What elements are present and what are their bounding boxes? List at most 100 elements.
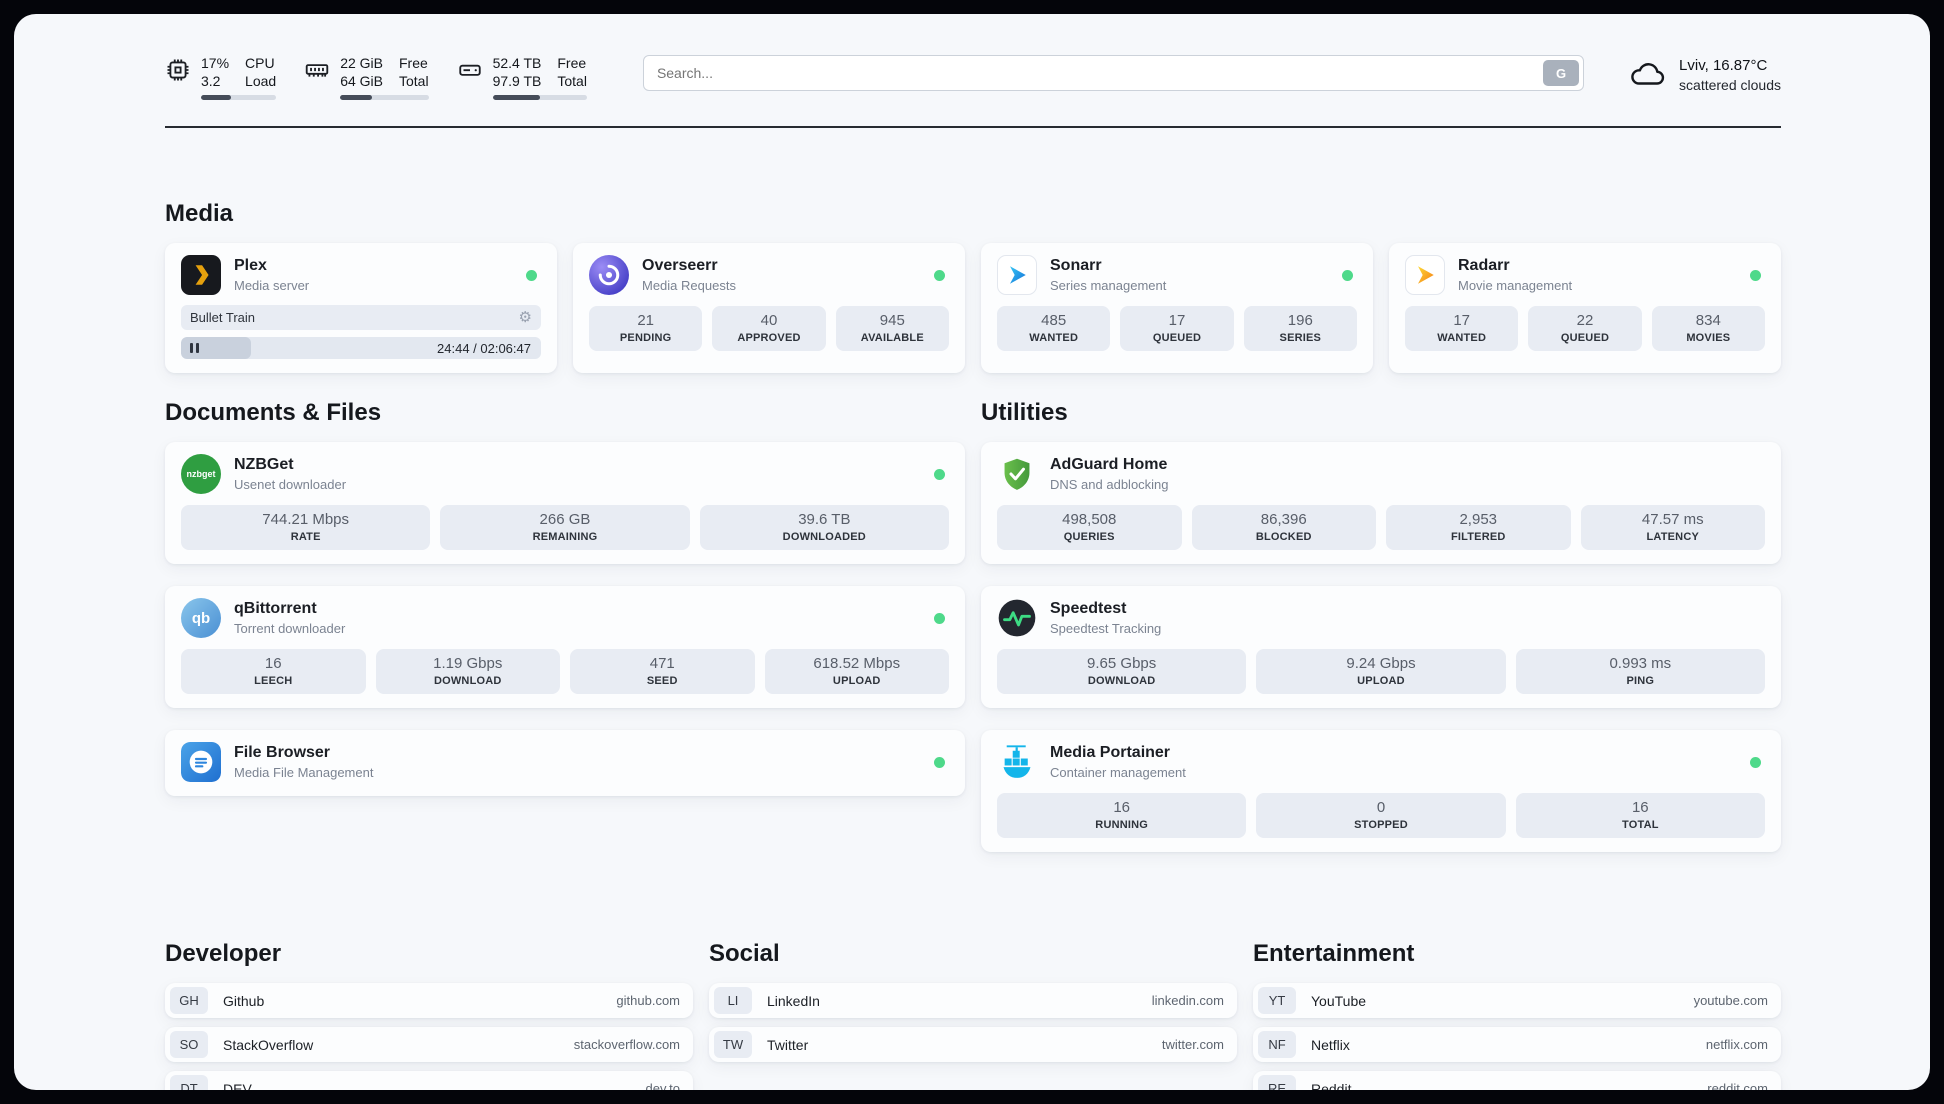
stat-box: 9.65 Gbps DOWNLOAD [997,649,1247,695]
stat-value: 39.6 TB [798,511,851,529]
section-social: Social LI LinkedIn linkedin.com TW Twitt… [709,940,1237,1090]
stat-box: 266 GB REMAINING [440,505,690,551]
stat-label: TOTAL [1621,819,1659,832]
stat-label: SEED [646,675,678,688]
bookmark-name: YouTube [1311,992,1367,1009]
bookmark-abbr: YT [1258,987,1296,1015]
stat-box: 834 MOVIES [1651,306,1765,352]
now-playing-bar: Bullet Train ⚙ [181,305,541,331]
app-name: Overseerr [642,257,718,275]
stat-box: 21 PENDING [589,306,703,352]
bookmark-stackoverflow[interactable]: SO StackOverflow stackoverflow.com [165,1027,693,1063]
ram-widget: 22 GiB 64 GiB Free Total [304,54,429,101]
stat-value: 9.24 Gbps [1346,655,1416,673]
cpu-widget: 17% 3.2 CPU Load [165,54,277,101]
status-dot [1342,269,1353,281]
app-card-overseerr[interactable]: Overseerr Media Requests 21 PENDING 40 APP… [573,243,965,374]
cpu-label-2: Load [245,73,277,90]
filebrowser-icon [181,742,221,783]
stat-value: 40 [760,312,778,330]
cpu-label: CPU [245,55,275,71]
documents-section-title: Documents & Files [165,399,382,427]
app-card-qbittorrent[interactable]: qb qBittorrent Torrent downloader 16 LEEC… [165,586,965,709]
app-card-radarr[interactable]: Radarr Movie management 17 WANTED 22 QUEUE… [1389,243,1781,374]
stat-value: 945 [879,312,905,330]
search-input[interactable] [642,55,1585,91]
status-dot [934,756,945,768]
top-bar: 17% 3.2 CPU Load [165,14,1781,101]
stat-box: 16 LEECH [181,649,366,695]
app-name: File Browser [234,744,331,762]
search-engine-button[interactable]: G [1543,60,1580,86]
player-progress-fill [181,337,252,360]
bookmark-dev[interactable]: DT DEV dev.to [165,1071,693,1090]
developer-section-title: Developer [165,940,282,968]
bookmark-linkedin[interactable]: LI LinkedIn linkedin.com [709,983,1237,1019]
stat-label: QUERIES [1063,531,1115,544]
stat-label: FILTERED [1450,531,1506,544]
stat-label: UPLOAD [832,675,881,688]
stat-value: 16 [1631,799,1649,817]
entertainment-section-title: Entertainment [1253,940,1415,968]
pause-icon[interactable] [190,343,199,354]
cloud-icon [1628,58,1668,93]
status-dot [934,468,945,480]
bookmark-url: github.com [616,993,680,1009]
radarr-icon [1405,255,1445,296]
app-card-speedtest[interactable]: Speedtest Speedtest Tracking 9.65 Gbps DO… [981,586,1781,709]
media-section-title: Media [165,200,234,228]
section-developer: Developer GH Github github.com SO StackO… [165,940,693,1090]
disk-total-value: 97.9 TB [492,73,542,90]
app-card-plex[interactable]: Plex Media server Bullet Train ⚙ 24:44 /… [165,243,557,374]
stat-label: WANTED [1437,332,1487,345]
app-card-nzbget[interactable]: nzbget NZBGet Usenet downloader 744.21 M… [165,442,965,565]
bookmark-twitter[interactable]: TW Twitter twitter.com [709,1027,1237,1063]
bookmark-reddit[interactable]: RE Reddit reddit.com [1253,1071,1781,1090]
bookmark-abbr: NF [1258,1031,1296,1059]
stat-box: 40 APPROVED [712,306,826,352]
app-card-sonarr[interactable]: Sonarr Series management 485 WANTED 17 QUE… [981,243,1373,374]
stat-value: 266 GB [539,511,591,529]
stat-value: 744.21 Mbps [262,511,350,529]
gear-icon[interactable]: ⚙ [518,309,532,327]
bookmark-netflix[interactable]: NF Netflix netflix.com [1253,1027,1781,1063]
stat-value: 16 [1113,799,1130,817]
ram-usage-fill [340,95,372,101]
app-name: Sonarr [1050,257,1102,275]
social-section-title: Social [709,940,780,968]
app-name: Plex [234,257,267,275]
player-progress-bar[interactable]: 24:44 / 02:06:47 [181,337,541,360]
stat-label: RUNNING [1095,819,1149,832]
app-card-portainer[interactable]: Media Portainer Container management 16 R… [981,730,1781,853]
bookmark-url: dev.to [645,1081,680,1090]
app-card-filebrowser[interactable]: File Browser Media File Management [165,730,965,797]
stat-value: 22 [1576,312,1594,330]
app-subtitle: Speedtest Tracking [1050,620,1162,636]
bookmark-url: twitter.com [1161,1037,1224,1053]
stat-value: 196 [1287,312,1313,330]
bookmark-url: linkedin.com [1151,993,1224,1009]
sonarr-icon [997,255,1037,296]
search-box: G [642,55,1585,91]
status-dot [1750,269,1761,281]
stat-label: AVAILABLE [860,332,924,345]
app-subtitle: Media server [234,277,310,293]
app-name: Radarr [1458,257,1510,275]
stat-box: 47.57 ms LATENCY [1580,505,1765,551]
disk-free-value: 52.4 TB [492,55,542,71]
stat-box: 196 SERIES [1243,306,1357,352]
stat-label: QUEUED [1152,332,1202,345]
stat-box: 0 STOPPED [1256,793,1506,839]
bookmark-url: reddit.com [1707,1081,1768,1090]
stat-label: PENDING [619,332,672,345]
stat-value: 471 [649,655,675,673]
bookmark-youtube[interactable]: YT YouTube youtube.com [1253,983,1781,1019]
stat-box: 16 RUNNING [997,793,1247,839]
bookmark-github[interactable]: GH Github github.com [165,983,693,1019]
stat-box: 0.993 ms PING [1515,649,1765,695]
app-card-adguard[interactable]: AdGuard Home DNS and adblocking 498,508 Q… [981,442,1781,565]
stat-box: 1.19 Gbps DOWNLOAD [375,649,560,695]
bookmark-name: Reddit [1311,1080,1352,1090]
app-name: Speedtest [1050,600,1127,618]
header-divider [165,126,1781,129]
